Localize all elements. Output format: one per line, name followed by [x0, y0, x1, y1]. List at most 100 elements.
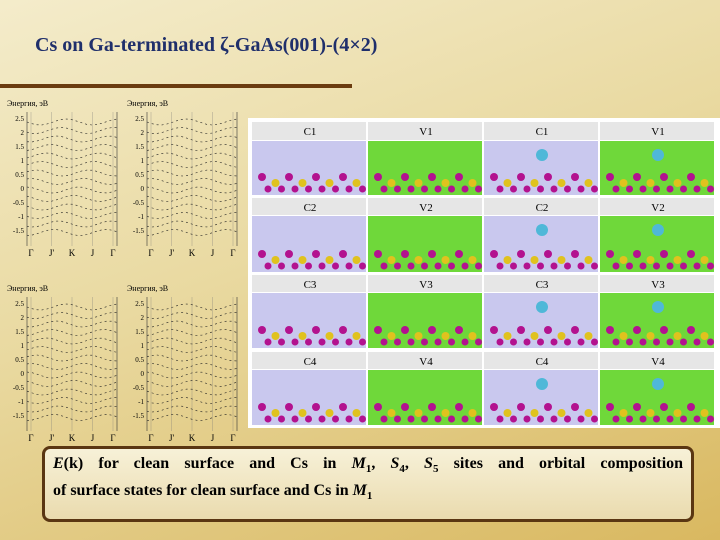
- atom: [345, 185, 353, 193]
- atom: [291, 262, 299, 270]
- band-line: [26, 320, 118, 328]
- atom: [707, 185, 714, 193]
- y-tick-label: 0.5: [135, 171, 144, 179]
- y-tick-label: -1.5: [13, 227, 25, 235]
- atom: [271, 409, 280, 417]
- atom: [298, 409, 307, 417]
- band-line: [26, 152, 118, 160]
- cell-header: [484, 352, 598, 369]
- axis-label: Энергия, эВ: [7, 99, 48, 108]
- band-line: [146, 229, 238, 236]
- cell-header: [368, 198, 482, 215]
- atom: [666, 185, 674, 193]
- atom: [434, 262, 442, 270]
- atom: [564, 185, 571, 193]
- slide-title: Cs on Ga-terminated ζ-GaAs(001)-(4×2): [35, 34, 378, 56]
- atom: [496, 185, 504, 193]
- caption-text: E: [53, 455, 64, 472]
- k-label: K: [189, 248, 196, 258]
- band-line: [146, 144, 238, 151]
- caption-text: ,: [404, 455, 425, 472]
- caption: E(k) for clean surface and Cs in M1, S4,…: [42, 446, 694, 522]
- atom: [666, 415, 674, 423]
- atom: [325, 179, 334, 187]
- y-tick-label: -0.5: [133, 384, 145, 392]
- atom: [646, 332, 655, 340]
- atom: [441, 332, 450, 340]
- band-line: [146, 118, 238, 126]
- atom: [374, 403, 382, 411]
- atom: [401, 326, 409, 334]
- atom: [544, 403, 552, 411]
- y-tick-label: -1.5: [133, 227, 145, 235]
- cs-atom: [652, 301, 664, 313]
- band-line: [146, 388, 238, 396]
- caption-text: M: [351, 455, 366, 472]
- atom: [421, 262, 428, 270]
- atom: [278, 415, 285, 423]
- y-tick-label: -0.5: [133, 199, 145, 207]
- atom: [591, 338, 598, 346]
- atom: [639, 338, 647, 346]
- band-line: [146, 186, 238, 194]
- atom: [653, 262, 660, 270]
- band-line: [146, 178, 238, 185]
- atom: [503, 409, 512, 417]
- atom: [530, 332, 539, 340]
- atom: [278, 338, 285, 346]
- atom: [380, 185, 388, 193]
- caption-line: E(k) for clean surface and Cs in M1, S4,…: [53, 453, 683, 480]
- atom: [387, 256, 396, 264]
- atom: [468, 332, 477, 340]
- atom: [318, 185, 326, 193]
- y-tick-label: 0.5: [15, 171, 24, 179]
- y-tick-label: 1: [141, 342, 145, 350]
- atom: [339, 403, 347, 411]
- cell-header: [600, 122, 714, 140]
- band-line: [146, 127, 238, 134]
- atom: [577, 415, 585, 423]
- atom: [537, 415, 544, 423]
- band-line: [146, 320, 238, 328]
- atom: [584, 332, 593, 340]
- band-line: [26, 329, 118, 336]
- cell-header: [368, 122, 482, 140]
- axis-label: Энергия, эВ: [7, 284, 48, 293]
- k-label: K: [69, 248, 76, 258]
- cell-header: [368, 275, 482, 292]
- k-label: Γ: [230, 433, 235, 443]
- y-tick-label: 2.5: [135, 115, 144, 123]
- atom: [612, 185, 620, 193]
- cell-label: C2: [304, 202, 317, 214]
- atom: [271, 256, 280, 264]
- atom: [305, 262, 312, 270]
- atom: [510, 262, 517, 270]
- atom: [278, 262, 285, 270]
- cell-header: [252, 122, 366, 140]
- band-line: [26, 169, 118, 177]
- band-line: [26, 346, 118, 353]
- atom: [619, 332, 628, 340]
- atom: [345, 262, 353, 270]
- cell-header: [484, 275, 598, 292]
- atom: [332, 415, 339, 423]
- atom: [359, 415, 366, 423]
- atom: [660, 403, 668, 411]
- atom: [680, 415, 687, 423]
- atom: [626, 262, 633, 270]
- band-line: [26, 229, 118, 236]
- band-line: [26, 161, 118, 168]
- atom: [537, 185, 544, 193]
- band-line: [26, 195, 118, 202]
- atom: [591, 185, 598, 193]
- atom: [352, 256, 361, 264]
- y-tick-label: 2: [21, 129, 25, 137]
- band-line: [26, 303, 118, 311]
- atom: [653, 415, 660, 423]
- atom: [700, 332, 709, 340]
- k-label: J': [169, 248, 175, 258]
- atom: [258, 250, 266, 258]
- atom: [475, 185, 482, 193]
- atom: [264, 262, 272, 270]
